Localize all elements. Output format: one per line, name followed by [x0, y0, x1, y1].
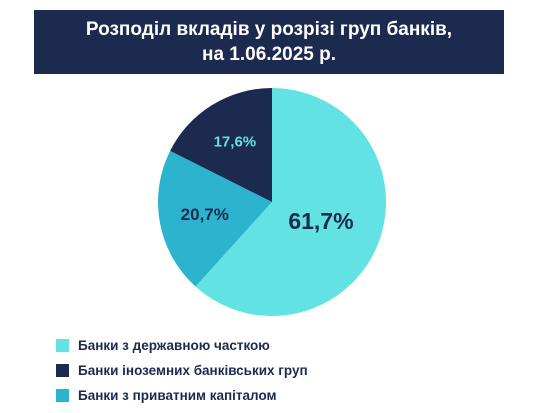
legend-item-state-banks: Банки з державною часткою	[56, 333, 308, 358]
chart-title-line-2: на 1.06.2025 р.	[201, 44, 336, 65]
pie-label-private-banks: 20,7%	[181, 205, 229, 224]
pie-label-state-banks: 61,7%	[288, 208, 353, 234]
legend-swatch-foreign-banks	[56, 364, 69, 377]
legend-item-private-banks: Банки з приватним капіталом	[56, 383, 308, 408]
pie-slice-foreign-banks	[170, 88, 272, 202]
legend-swatch-state-banks	[56, 339, 69, 352]
legend-label-state-banks: Банки з державною часткою	[78, 338, 270, 353]
legend-swatch-private-banks	[56, 389, 69, 402]
chart-title-banner: Розподіл вкладів у розрізі груп банків, …	[34, 10, 504, 74]
chart-title-line-1: Розподіл вкладів у розрізі груп банків,	[85, 19, 453, 40]
pie-slice-private-banks	[157, 150, 272, 287]
pie-label-foreign-banks: 17,6%	[214, 133, 257, 150]
legend-item-foreign-banks: Банки іноземних банківських груп	[56, 358, 308, 383]
legend-label-foreign-banks: Банки іноземних банківських груп	[78, 363, 308, 378]
legend-label-private-banks: Банки з приватним капіталом	[78, 388, 277, 403]
chart-legend: Банки з державною часткою Банки іноземни…	[56, 333, 308, 408]
pie-slice-state-banks	[195, 88, 386, 317]
